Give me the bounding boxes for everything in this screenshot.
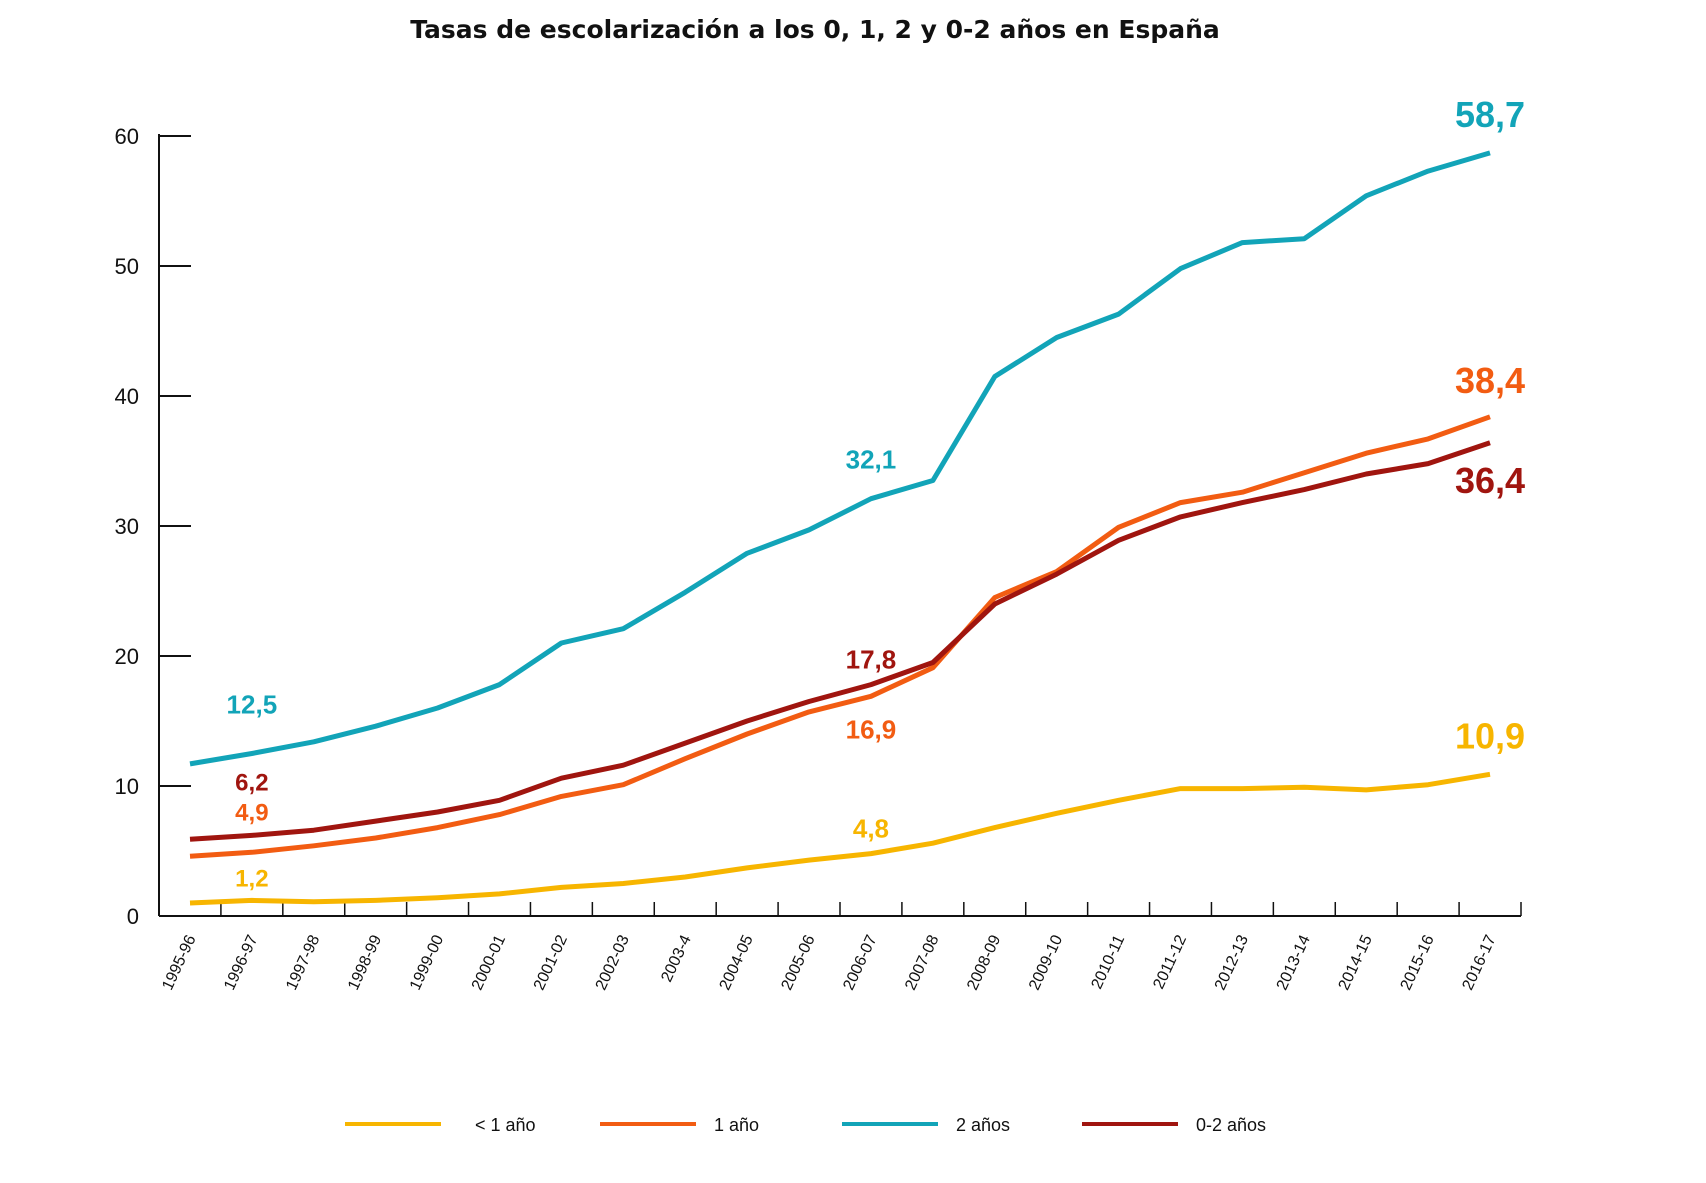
legend-label: 0-2 años <box>1196 1115 1266 1135</box>
axes: 0 10 20 30 40 50 60 1995-96 1996-97 1997-98 1998-9… <box>115 124 1522 993</box>
legend-label: 2 años <box>956 1115 1010 1135</box>
legend-label: < 1 año <box>475 1115 536 1135</box>
data-label: 36,4 <box>1455 460 1525 501</box>
legend-label: 1 año <box>714 1115 759 1135</box>
x-tick-label: 2007-08 <box>902 932 942 992</box>
series-line-2 <box>189 150 1491 767</box>
x-tick-label: 2015-16 <box>1398 932 1438 992</box>
chart-title: Tasas de escolarización a los 0, 1, 2 y … <box>410 15 1220 44</box>
x-tick-label: 2003-4 <box>658 932 695 984</box>
data-label: 4,9 <box>235 799 268 826</box>
data-label: 1,2 <box>235 865 268 892</box>
y-tick-label: 50 <box>115 254 139 279</box>
y-tick-label: 30 <box>115 514 139 539</box>
y-tick-label: 60 <box>115 124 139 149</box>
x-tick-label: 2012-13 <box>1212 932 1252 992</box>
x-tick-label: 2001-02 <box>531 932 571 992</box>
x-tick-label: 1997-98 <box>283 932 323 992</box>
data-label: 16,9 <box>846 714 897 744</box>
data-label: 4,8 <box>853 814 889 844</box>
data-label: 10,9 <box>1455 715 1525 756</box>
x-tick-label: 1998-99 <box>345 932 385 992</box>
x-tick-label: 2000-01 <box>469 932 509 992</box>
series-lines <box>189 150 1491 906</box>
y-tick-label: 40 <box>115 384 139 409</box>
data-label: 38,4 <box>1455 360 1525 401</box>
legend-item: 2 años <box>842 1115 1010 1135</box>
data-label: 17,8 <box>846 645 897 675</box>
data-label: 12,5 <box>227 690 278 720</box>
x-tick-label: 2002-03 <box>593 932 633 992</box>
legend-item: 0-2 años <box>1082 1115 1266 1135</box>
x-tick-label: 2008-09 <box>964 932 1004 992</box>
data-labels: 12,5 6,2 4,9 1,2 32,1 17,8 16,9 4,8 58,7 38,4 36,4… <box>227 94 1526 893</box>
series-line-3 <box>189 440 1491 842</box>
y-tick-label: 20 <box>115 644 139 669</box>
x-tick-label: 1999-00 <box>407 932 447 992</box>
x-tick-label: 1995-96 <box>159 932 199 992</box>
legend-item: 1 año <box>600 1115 759 1135</box>
x-tick-label: 2011-12 <box>1150 932 1190 991</box>
y-tick-label: 10 <box>115 774 139 799</box>
x-tick-label: 2004-05 <box>717 932 757 992</box>
x-tick-label: 2005-06 <box>778 932 818 992</box>
x-tick-label: 2006-07 <box>840 932 880 992</box>
series-line-1 <box>189 414 1491 859</box>
legend-item: < 1 año <box>345 1115 536 1135</box>
data-label: 58,7 <box>1455 94 1525 135</box>
x-tick-label: 2010-11 <box>1088 932 1128 991</box>
legend: < 1 año 1 año 2 años 0-2 años <box>345 1115 1266 1135</box>
data-label: 6,2 <box>235 769 268 796</box>
x-tick-label: 2013-14 <box>1274 932 1314 992</box>
series-line-0 <box>189 771 1491 906</box>
x-tick-label: 2009-10 <box>1026 932 1066 992</box>
x-tick-label: 2016-17 <box>1459 932 1499 992</box>
y-tick-label: 0 <box>127 904 139 929</box>
x-tick-label: 1996-97 <box>221 932 261 992</box>
data-label: 32,1 <box>846 445 897 475</box>
x-tick-label: 2014-15 <box>1336 932 1376 992</box>
